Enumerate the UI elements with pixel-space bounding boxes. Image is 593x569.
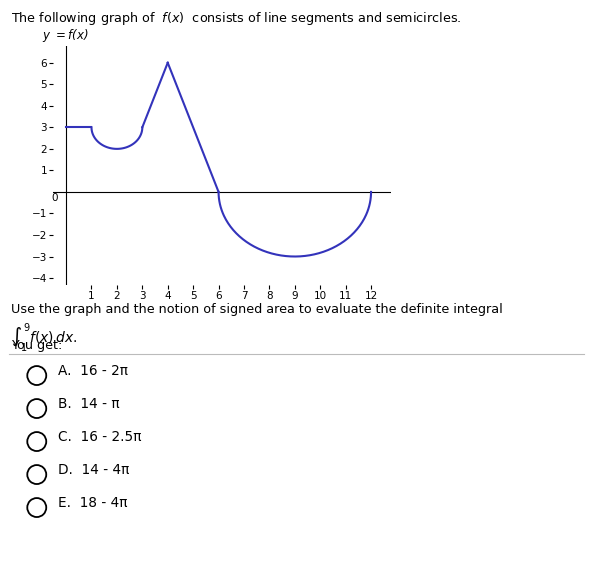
Text: B.  14 - π: B. 14 - π	[58, 397, 120, 411]
Text: $y$ $=$$\mathit{f}$($\mathit{x}$): $y$ $=$$\mathit{f}$($\mathit{x}$)	[42, 27, 88, 44]
Text: E.  18 - 4π: E. 18 - 4π	[58, 496, 127, 510]
Text: D.  14 - 4π: D. 14 - 4π	[58, 463, 129, 477]
Text: Use the graph and the notion of signed area to evaluate the definite integral: Use the graph and the notion of signed a…	[11, 303, 502, 316]
Text: The following graph of  $\mathit{f}$($\mathit{x}$)  consists of line segments an: The following graph of $\mathit{f}$($\ma…	[11, 10, 461, 27]
Text: 0: 0	[52, 193, 58, 203]
Text: C.  16 - 2.5π: C. 16 - 2.5π	[58, 430, 142, 444]
Text: You get:: You get:	[11, 339, 62, 352]
Text: $\int_{1}^{9} f(x)\,dx.$: $\int_{1}^{9} f(x)\,dx.$	[11, 321, 77, 354]
Text: A.  16 - 2π: A. 16 - 2π	[58, 364, 128, 378]
